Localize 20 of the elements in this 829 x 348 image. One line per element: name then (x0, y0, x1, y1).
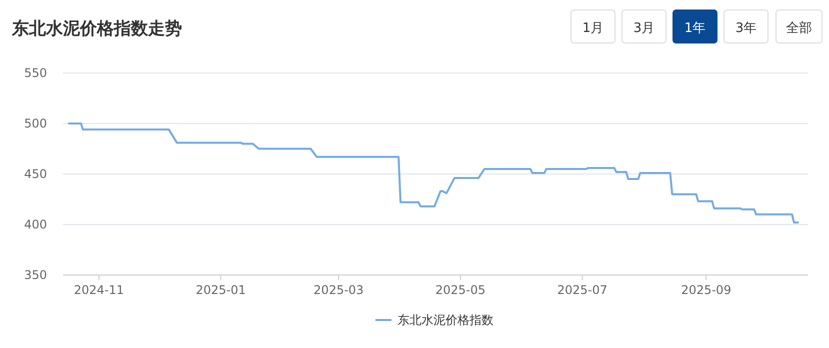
button: 1年 (672, 10, 718, 44)
x-tick-label: 2025-03 (314, 283, 364, 297)
x-tick-label: 2025-01 (196, 283, 246, 297)
line-series (68, 122, 800, 224)
x-tick-label: 2024-11 (74, 283, 124, 297)
legend: 东北水泥价格指数 (376, 313, 494, 327)
x-tick-label: 2025-05 (435, 283, 486, 297)
y-tick-label: 550 (24, 66, 47, 80)
y-tick-label: 500 (24, 116, 47, 130)
button: 1月 (570, 10, 616, 44)
chart-title: 东北水泥价格指数走势 (11, 19, 182, 39)
y-tick-label: 450 (24, 167, 47, 181)
button: 3年 (724, 10, 768, 44)
x-tick-label: 2025-07 (557, 283, 608, 297)
button: 3月 (622, 10, 666, 44)
y-tick-label: 350 (24, 268, 47, 282)
x-tick-label: 2025-09 (681, 283, 732, 297)
button: 全部 (776, 10, 822, 44)
legend-label: 东北水泥价格指数 (398, 313, 494, 327)
y-tick-label: 400 (24, 218, 47, 232)
